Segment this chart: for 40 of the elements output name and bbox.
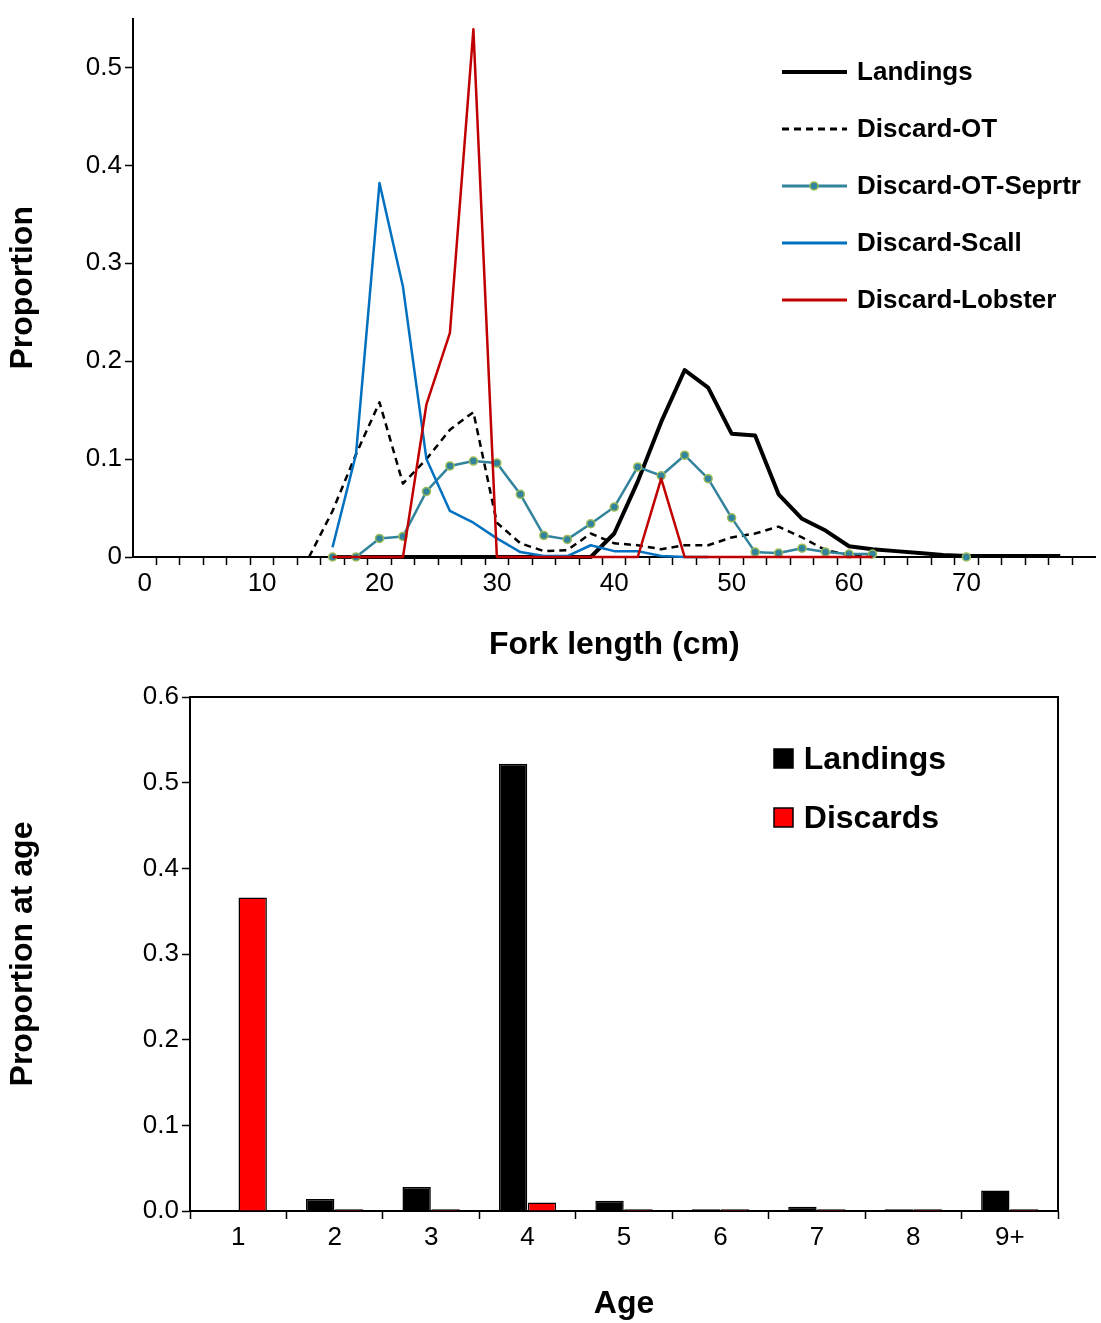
x-tick-label: 6 (713, 1220, 728, 1251)
x-axis-title: Fork length (cm) (488, 624, 740, 661)
legend-label: Discard-Scall (857, 227, 1022, 258)
legend-label: Discard-Lobster (857, 284, 1057, 315)
y-tick-label: 0.1 (142, 1108, 179, 1139)
y-axis-title: Proportion at age (3, 821, 40, 1087)
y-tick-label: 0.2 (142, 1022, 179, 1053)
y-tick-label: 0.3 (142, 937, 179, 968)
x-tick-label: 60 (834, 566, 864, 597)
x-tick-label: 4 (520, 1220, 535, 1251)
x-axis-title: Age (593, 1283, 655, 1320)
x-tick-label: 9+ (994, 1220, 1025, 1251)
x-tick-label: 30 (482, 566, 512, 597)
y-tick-label: 0.4 (85, 148, 122, 179)
x-tick-label: 20 (365, 566, 394, 597)
legend-label: Discard-OT-Seprtr (857, 170, 1081, 201)
y-tick-label: 0.2 (85, 344, 122, 375)
x-tick-label: 70 (951, 566, 981, 597)
y-tick-label: 0.5 (85, 50, 122, 81)
legend-label: Landings (803, 740, 946, 777)
x-tick-label: 3 (423, 1220, 439, 1251)
y-tick-label: 0.6 (142, 680, 179, 711)
legend-label: Landings (857, 56, 973, 87)
x-tick-label: 2 (327, 1220, 342, 1251)
y-tick-label: 0.5 (142, 765, 179, 796)
y-tick-label: 0.3 (85, 246, 122, 277)
x-tick-label: 10 (247, 566, 277, 597)
x-tick-label: 7 (809, 1220, 825, 1251)
y-tick-label: 0.0 (142, 1194, 179, 1225)
x-tick-label: 1 (230, 1220, 246, 1251)
legend-label: Discard-OT (857, 113, 998, 144)
x-tick-label: 8 (906, 1220, 921, 1251)
y-tick-label: 0 (107, 540, 122, 571)
x-tick-label: 5 (616, 1220, 632, 1251)
x-tick-label: 50 (717, 566, 747, 597)
legend-label: Discards (803, 799, 939, 836)
x-tick-label: 40 (599, 566, 629, 597)
y-tick-label: 0.4 (142, 851, 179, 882)
y-tick-label: 0.1 (85, 442, 122, 473)
y-axis-title: Proportion (3, 206, 40, 370)
